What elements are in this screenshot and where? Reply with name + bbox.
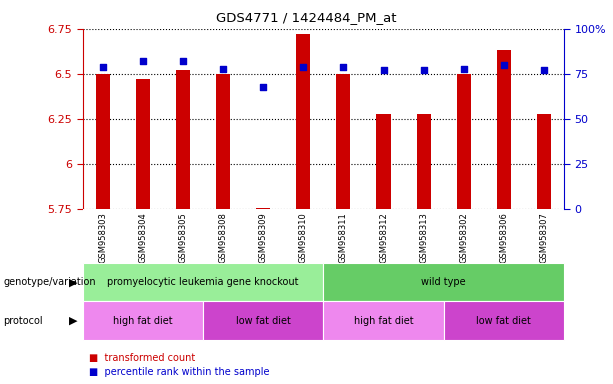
Bar — [136, 79, 150, 209]
Text: GDS4771 / 1424484_PM_at: GDS4771 / 1424484_PM_at — [216, 12, 397, 25]
Text: GSM958305: GSM958305 — [178, 212, 188, 263]
Point — [338, 64, 348, 70]
Text: genotype/variation: genotype/variation — [3, 277, 96, 287]
Text: GSM958311: GSM958311 — [339, 212, 348, 263]
Bar — [216, 74, 230, 209]
Text: low fat diet: low fat diet — [236, 316, 291, 326]
Bar — [376, 114, 390, 209]
Bar — [537, 114, 551, 209]
Point — [218, 65, 228, 71]
Text: wild type: wild type — [421, 277, 466, 287]
Text: GSM958304: GSM958304 — [139, 212, 147, 263]
Text: GSM958313: GSM958313 — [419, 212, 428, 263]
Point — [419, 67, 428, 73]
Text: ■  transformed count: ■ transformed count — [89, 353, 195, 363]
Bar — [417, 114, 430, 209]
Bar — [96, 74, 110, 209]
Bar — [296, 34, 310, 209]
Point — [379, 67, 389, 73]
Text: GSM958306: GSM958306 — [500, 212, 508, 263]
Text: GSM958309: GSM958309 — [259, 212, 268, 263]
Bar — [176, 70, 190, 209]
Point — [178, 58, 188, 65]
Text: ▶: ▶ — [69, 316, 78, 326]
Text: high fat diet: high fat diet — [113, 316, 173, 326]
Bar — [497, 50, 511, 209]
Text: GSM958308: GSM958308 — [219, 212, 227, 263]
Text: promyelocytic leukemia gene knockout: promyelocytic leukemia gene knockout — [107, 277, 299, 287]
Text: GSM958302: GSM958302 — [459, 212, 468, 263]
Text: GSM958310: GSM958310 — [299, 212, 308, 263]
Point — [299, 64, 308, 70]
Point — [459, 65, 468, 71]
Text: GSM958303: GSM958303 — [98, 212, 107, 263]
Text: GSM958307: GSM958307 — [539, 212, 549, 263]
Text: GSM958312: GSM958312 — [379, 212, 388, 263]
Point — [98, 64, 108, 70]
Bar — [337, 74, 351, 209]
Bar — [457, 74, 471, 209]
Text: low fat diet: low fat diet — [476, 316, 531, 326]
Text: protocol: protocol — [3, 316, 43, 326]
Point — [258, 83, 268, 89]
Text: ▶: ▶ — [69, 277, 78, 287]
Text: high fat diet: high fat diet — [354, 316, 413, 326]
Point — [138, 58, 148, 65]
Text: ■  percentile rank within the sample: ■ percentile rank within the sample — [89, 367, 269, 377]
Point — [499, 62, 509, 68]
Point — [539, 67, 549, 73]
